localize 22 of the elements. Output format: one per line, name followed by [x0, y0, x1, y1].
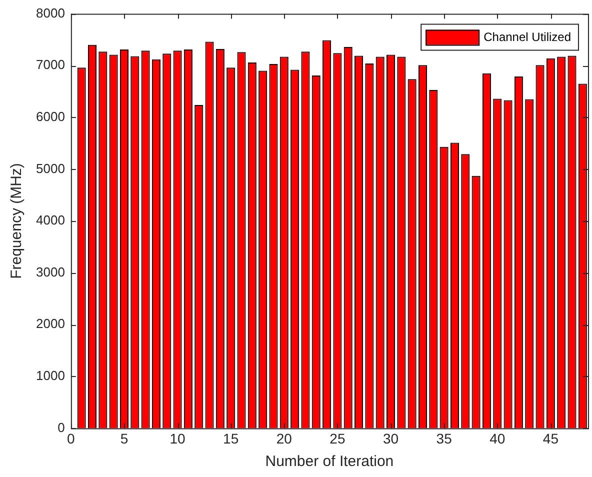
x-tick-label: 35 — [436, 430, 452, 446]
x-axis-title: Number of Iteration — [265, 453, 394, 470]
x-tick-label: 45 — [542, 430, 559, 446]
x-tick-label: 5 — [120, 430, 128, 446]
y-tick-label: 4000 — [36, 212, 65, 228]
y-tick-label: 1000 — [36, 368, 65, 383]
x-tick-label: 10 — [170, 430, 186, 446]
x-tick-label: 15 — [223, 430, 239, 446]
y-tick-label: 7000 — [36, 57, 65, 72]
x-tick-label: 30 — [382, 430, 399, 446]
x-tick-label: 40 — [490, 430, 506, 446]
y-tick-label: 0 — [58, 420, 65, 435]
y-axis-title: Frequency (MHz) — [8, 163, 26, 279]
y-tick-label: 2000 — [36, 316, 65, 332]
y-tick-label: 5000 — [36, 160, 65, 176]
y-tick-label: 6000 — [36, 108, 65, 124]
y-tick-label: 8000 — [36, 5, 65, 20]
y-tick-label: 3000 — [36, 264, 65, 280]
x-tick-label: 20 — [276, 430, 292, 446]
x-tick-label: 0 — [67, 430, 76, 446]
x-tick-label: 25 — [330, 430, 346, 446]
legend-label: Channel Utilized — [484, 30, 572, 44]
